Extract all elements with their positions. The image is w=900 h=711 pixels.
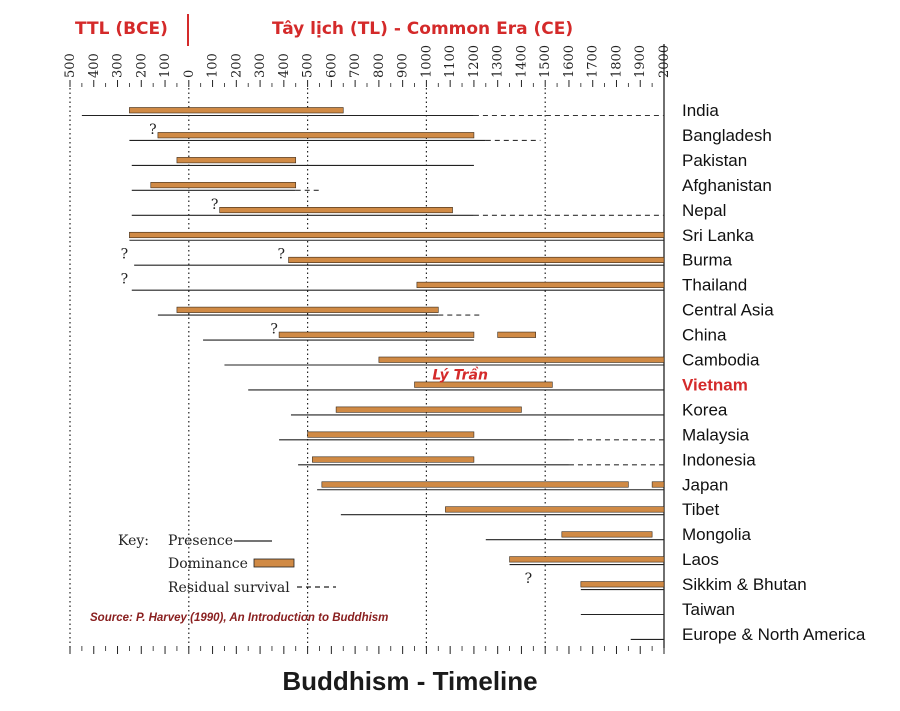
legend-key-label: Key: — [118, 533, 149, 549]
tick-label: 200 — [134, 53, 149, 78]
country-label: Taiwan — [682, 600, 735, 619]
country-label: Laos — [682, 550, 719, 569]
tick-label: 300 — [253, 53, 268, 78]
dominance-bar — [378, 356, 665, 363]
dominance-bar — [509, 556, 665, 563]
labels-layer: 500 400 300 200 100 0 100 200 300 400 500 600 700 800… — [63, 45, 866, 644]
legend-dominance-swatch — [253, 558, 295, 568]
dominance-bar — [288, 256, 665, 264]
uncertain-marker: ? — [270, 322, 278, 338]
country-label: Sikkim & Bhutan — [682, 575, 807, 594]
country-label: Malaysia — [682, 425, 750, 444]
dominance-bar — [157, 132, 475, 139]
tick-label: 400 — [277, 53, 292, 78]
source-citation: Source: P. Harvey (1990), An Introductio… — [90, 612, 388, 624]
uncertain-marker: ? — [149, 122, 157, 138]
dominance-bar — [561, 531, 653, 538]
tick-label: 1200 — [467, 45, 482, 78]
dominance-bar — [129, 107, 344, 114]
country-label: Tibet — [682, 500, 719, 519]
uncertain-marker: ? — [121, 272, 129, 288]
dynasty-annotation: Lý Trần — [432, 366, 488, 383]
country-label: Thailand — [682, 276, 747, 295]
tick-label: 100 — [206, 53, 221, 78]
dominance-bar — [497, 331, 536, 338]
tick-label: 1000 — [419, 45, 434, 78]
tick-label: 1700 — [586, 45, 601, 78]
dominance-bar — [150, 182, 297, 189]
tick-label: 1600 — [562, 45, 577, 78]
dominance-bar — [445, 506, 665, 513]
uncertain-marker: ? — [211, 197, 219, 213]
tick-label: 800 — [372, 53, 387, 78]
dominance-bar — [278, 331, 475, 338]
bars-layer — [81, 107, 665, 641]
country-label: Mongolia — [682, 525, 752, 544]
dominance-bar — [312, 456, 475, 463]
dominance-bar — [307, 431, 475, 438]
uncertain-marker: ? — [121, 247, 129, 263]
tick-label: 600 — [324, 53, 339, 78]
country-label: Nepal — [682, 201, 726, 220]
country-label: Korea — [682, 400, 728, 419]
legend-presence-label: Presence — [168, 533, 233, 549]
dominance-bar — [176, 306, 439, 313]
legend-dominance-label: Dominance — [168, 556, 248, 572]
country-label: Pakistan — [682, 151, 747, 170]
tick-label: 900 — [396, 53, 411, 78]
dominance-bar — [321, 481, 629, 488]
country-label: Burma — [682, 251, 733, 270]
uncertain-marker: ? — [277, 247, 285, 263]
tick-label: 500 — [301, 53, 316, 78]
tick-label: 1900 — [633, 45, 648, 78]
tick-label: 500 — [63, 53, 78, 78]
dominance-bar — [580, 581, 665, 588]
tick-label: 0 — [182, 70, 197, 78]
tick-label: 1800 — [609, 45, 624, 78]
country-label: India — [682, 101, 719, 120]
country-label: Bangladesh — [682, 126, 772, 145]
country-label: Japan — [682, 475, 728, 494]
grid-layer — [69, 44, 665, 654]
country-label: Cambodia — [682, 351, 760, 370]
era-label-bce: TTL (BCE) — [75, 19, 168, 39]
tick-label: 1100 — [443, 45, 458, 78]
legend: Key: Presence Dominance Residual surviva… — [118, 533, 336, 596]
dominance-bar — [414, 381, 553, 388]
chart-title: Buddhism - Timeline — [282, 666, 537, 696]
dominance-bar — [651, 481, 665, 488]
country-label: Central Asia — [682, 301, 774, 320]
uncertain-marker: ? — [525, 571, 533, 587]
country-label: Vietnam — [682, 375, 748, 394]
country-label: China — [682, 326, 727, 345]
legend-residual-label: Residual survival — [168, 580, 290, 596]
dominance-bar — [129, 231, 665, 239]
tick-label: 200 — [229, 53, 244, 78]
dominance-bar — [219, 207, 453, 214]
tick-label: 1300 — [491, 45, 506, 78]
dominance-bar — [416, 281, 665, 288]
tick-label: 1400 — [514, 45, 529, 78]
country-label: Afghanistan — [682, 176, 772, 195]
country-label: Indonesia — [682, 450, 756, 469]
country-label: Europe & North America — [682, 625, 866, 644]
dominance-bar — [176, 157, 297, 164]
tick-label: 100 — [158, 53, 173, 78]
tick-label: 400 — [87, 53, 102, 78]
tick-label: 2000 — [657, 45, 672, 78]
country-label: Sri Lanka — [682, 226, 754, 245]
tick-label: 700 — [348, 53, 363, 78]
era-label-ce: Tây lịch (TL) - Common Era (CE) — [272, 19, 573, 39]
dominance-bar — [335, 406, 522, 413]
tick-label: 1500 — [538, 45, 553, 78]
tick-label: 300 — [111, 53, 126, 78]
